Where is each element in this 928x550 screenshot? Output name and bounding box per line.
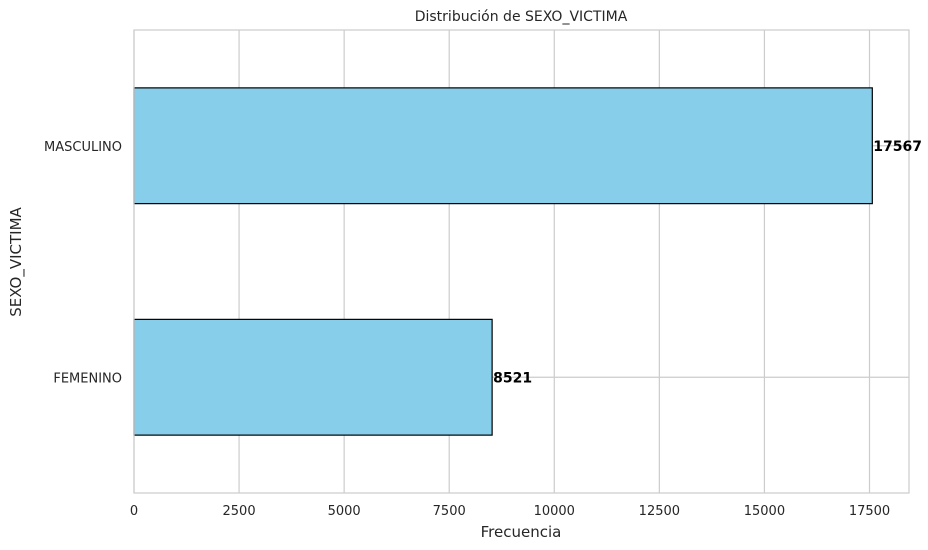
bar-value-label: 17567: [873, 139, 922, 155]
x-tick-label: 0: [130, 504, 138, 519]
bar: [133, 318, 493, 436]
bar: [133, 87, 873, 205]
y-tick-label: MASCULINO: [44, 140, 122, 155]
x-tick-label: 12500: [639, 504, 680, 519]
bar-value-label: 8521: [493, 370, 532, 386]
x-tick-label: 7500: [433, 504, 466, 519]
x-tick-label: 10000: [534, 504, 575, 519]
labels-layer: 0 2500 5000 7500 10000 12500 15000 17500 FEMENIN…: [44, 139, 922, 519]
x-axis-label: Frecuencia: [481, 523, 562, 541]
bars-layer: [133, 87, 873, 436]
x-tick-label: 2500: [223, 504, 256, 519]
y-tick-label: FEMENINO: [53, 371, 122, 386]
x-tick-label: 17500: [849, 504, 890, 519]
x-tick-label: 5000: [328, 504, 361, 519]
y-axis-label: SEXO_VICTIMA: [7, 206, 26, 316]
x-tick-label: 15000: [744, 504, 785, 519]
chart-title: Distribución de SEXO_VICTIMA: [415, 9, 628, 25]
plot-frame: [133, 29, 910, 494]
spines-layer: [133, 29, 910, 494]
